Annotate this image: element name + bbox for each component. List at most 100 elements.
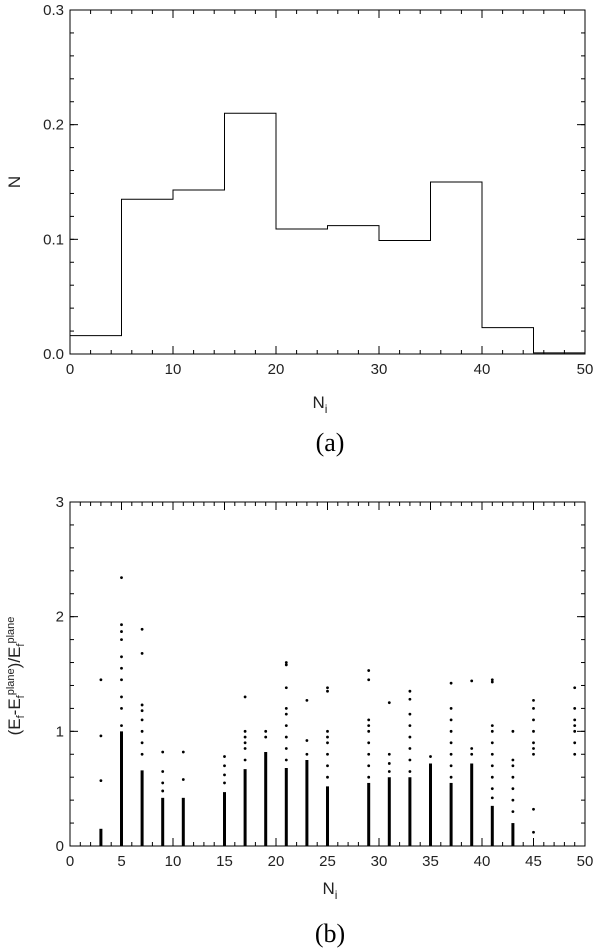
scatter-point [264, 735, 268, 739]
scatter-point [449, 729, 453, 733]
y-tick-label: 0 [56, 838, 64, 855]
scatter-point [367, 729, 371, 733]
scatter-point [387, 752, 391, 756]
scatter-point [511, 787, 515, 791]
scatter-point [511, 764, 515, 768]
scatter-point [243, 729, 247, 733]
chart-b-y-label-part-4: plane [5, 668, 17, 695]
scatter-point [223, 773, 226, 777]
scatter-point [449, 707, 453, 710]
y-tick-label: 0.1 [43, 231, 64, 248]
scatter-point [305, 739, 309, 742]
scatter-point [140, 729, 144, 733]
scatter-point [367, 718, 371, 722]
scatter-point [161, 789, 165, 793]
x-tick-label: 30 [371, 361, 388, 378]
scatter-point [408, 724, 412, 727]
x-tick-label: 45 [525, 853, 542, 870]
scatter-point [408, 697, 412, 701]
scatter-point [120, 576, 123, 580]
scatter-point [120, 707, 123, 710]
y-tick-label: 1 [56, 723, 64, 740]
scatter-point [490, 741, 494, 745]
scatter-point [387, 701, 391, 705]
scatter-point [429, 755, 432, 758]
scatter-point [120, 638, 123, 641]
scatter-point [511, 810, 515, 813]
x-tick-label: 10 [165, 361, 182, 378]
scatter-point [511, 758, 515, 762]
scatter-point [532, 830, 535, 834]
scatter-point [161, 770, 165, 773]
scatter-point [140, 741, 144, 745]
scatter-point [243, 747, 247, 750]
chart-a: 0 10 20 30 40 50 0.0 0.1 0.2 0.3 Ni N (a) [5, 2, 593, 457]
x-tick-label: 35 [422, 853, 439, 870]
x-tick-label: 5 [117, 853, 125, 870]
scatter-point [532, 807, 535, 811]
chart-b-x-axis-label-main: N [323, 879, 335, 898]
scatter-point [367, 724, 371, 727]
scatter-point [326, 775, 329, 779]
scatter-point [99, 678, 103, 682]
x-tick-label: 20 [268, 853, 285, 870]
scatter-point [284, 724, 288, 727]
chart-b-y-label-part-1: f [15, 714, 27, 718]
x-tick-label: 40 [474, 361, 491, 378]
scatter-point [511, 729, 515, 733]
scatter-point [490, 787, 494, 791]
chart-a-histogram-line [70, 112, 585, 354]
scatter-point [284, 735, 288, 739]
y-tick-label: 2 [56, 609, 64, 626]
y-tick-label: 0.2 [43, 117, 64, 134]
chart-b-x-axis-label: Ni [323, 879, 338, 902]
chart-b-x-tick-labels: 0 5 10 15 20 25 30 35 40 45 50 [66, 853, 594, 870]
scatter-point [449, 718, 453, 722]
scatter-point [490, 680, 494, 684]
scatter-point [243, 735, 247, 739]
scatter-point [264, 729, 268, 733]
x-tick-label: 50 [577, 361, 594, 378]
scatter-point [490, 729, 494, 733]
scatter-point [284, 686, 288, 690]
scatter-point [532, 752, 535, 756]
scatter-point [490, 752, 494, 756]
scatter-point [367, 741, 371, 745]
scatter-point [490, 678, 494, 682]
scatter-point [490, 724, 494, 727]
scatter-point [223, 764, 226, 768]
chart-a-ticks [69, 9, 586, 355]
y-tick-label: 0.3 [43, 2, 64, 19]
scatter-point [120, 630, 123, 633]
scatter-point [511, 775, 515, 779]
scatter-point [490, 775, 494, 779]
chart-a-x-axis-label: Ni [313, 393, 328, 416]
scatter-point [532, 707, 535, 710]
scatter-point [326, 735, 329, 739]
chart-b-y-axis-label: (Ef-Efplane)/Efplane [5, 617, 27, 736]
scatter-point [449, 764, 453, 768]
scatter-point [470, 747, 474, 750]
scatter-point [284, 712, 288, 716]
chart-b-scatter-points [99, 576, 577, 846]
scatter-point [223, 755, 226, 758]
scatter-point [223, 781, 226, 785]
scatter-point [367, 752, 371, 756]
scatter-point [387, 770, 391, 773]
scatter-point [470, 679, 474, 683]
y-tick-label: 0.0 [43, 346, 64, 363]
scatter-point [161, 750, 165, 754]
scatter-point [326, 752, 329, 756]
scatter-point [490, 796, 494, 800]
chart-b-y-label-part-0: (E [5, 718, 24, 735]
scatter-point [326, 686, 329, 690]
scatter-point [140, 651, 144, 655]
scatter-point [243, 741, 247, 745]
scatter-point [573, 752, 577, 756]
scatter-point [120, 678, 123, 682]
scatter-point [326, 741, 329, 745]
scatter-point [326, 729, 329, 733]
scatter-point [532, 741, 535, 745]
scatter-point [243, 758, 247, 762]
